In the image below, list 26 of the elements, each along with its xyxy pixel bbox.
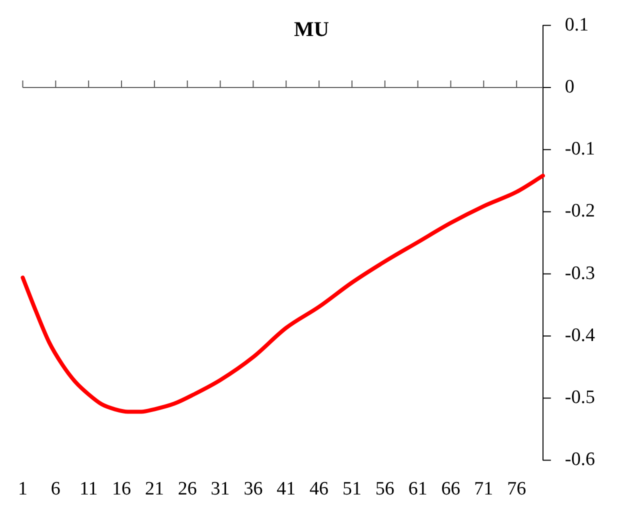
x-tick-label: 61	[408, 478, 428, 500]
x-tick-label: 41	[276, 478, 296, 500]
y-tick-label: -0.3	[564, 262, 595, 284]
y-tick-label: -0.5	[564, 387, 595, 408]
x-tick-label: 56	[375, 478, 394, 500]
y-tick-label: -0.1	[564, 138, 595, 160]
x-tick-label: 66	[441, 478, 460, 500]
x-tick-label: 76	[507, 478, 526, 500]
y-tick-label: 0	[564, 76, 574, 98]
chart-title: MU	[294, 17, 329, 42]
x-tick-label: 31	[210, 478, 230, 500]
x-tick-label: 36	[244, 478, 263, 500]
x-tick-label: 26	[178, 478, 197, 500]
x-tick-label: 1	[18, 478, 28, 500]
x-tick-label: 21	[144, 478, 164, 500]
y-tick-label: -0.4	[564, 324, 596, 346]
x-tick-label: 16	[112, 478, 132, 500]
x-tick-label: 51	[342, 478, 362, 500]
x-tick-label: 6	[50, 478, 60, 500]
y-tick-label: -0.6	[564, 449, 595, 470]
y-tick-label: 0.1	[564, 14, 589, 36]
x-tick-label: 11	[79, 478, 98, 500]
line-series	[20, 174, 545, 414]
y-tick-label: -0.2	[564, 200, 595, 222]
x-tick-label: 46	[310, 478, 329, 500]
x-tick-label: 71	[474, 478, 494, 500]
